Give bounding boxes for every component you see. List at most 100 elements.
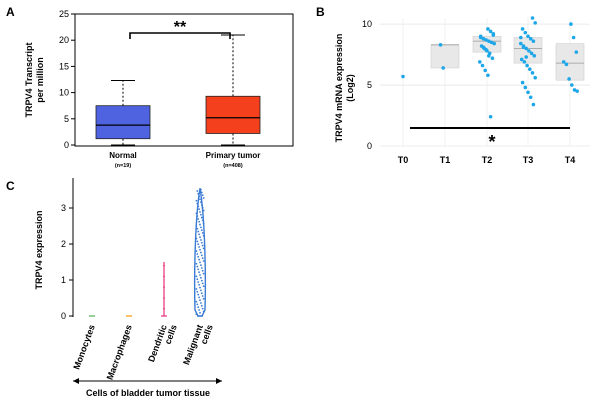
panel-c-point xyxy=(200,229,203,232)
panel-c-point xyxy=(198,296,201,299)
panel-c-ylabel: TRPV4 expression xyxy=(34,210,44,289)
panel-b-point xyxy=(491,33,496,37)
panel-c-point xyxy=(198,283,201,286)
panel-c-point xyxy=(199,299,201,302)
panel-c-point xyxy=(196,278,199,281)
panel-b-point xyxy=(522,60,527,64)
panel-b-point xyxy=(528,95,533,100)
panel-b-point xyxy=(489,40,494,45)
panel-b-point xyxy=(484,38,488,42)
panel-b-point xyxy=(480,63,485,68)
panel-b-point xyxy=(533,21,537,25)
panel-b-point xyxy=(521,45,526,50)
panel-b-point xyxy=(531,102,536,107)
panel-c-point xyxy=(201,206,204,209)
panel-c-point xyxy=(200,302,202,304)
panel-c-point xyxy=(197,281,200,283)
panel-c-point xyxy=(200,304,203,307)
panel-c-point xyxy=(198,271,201,274)
panel-b-point xyxy=(486,27,490,31)
panel-b-point xyxy=(530,71,535,75)
panel-a-significance-bracket xyxy=(129,32,231,39)
panel-c-point xyxy=(202,197,205,199)
panel-a-xlabel-tumor-n: (n=408) xyxy=(223,163,243,169)
panel-b-point xyxy=(526,34,530,39)
panel-c-point xyxy=(163,275,165,278)
panel-b-box xyxy=(430,44,460,69)
panel-c-point xyxy=(197,205,200,208)
panel-b-ytick-label: 10 xyxy=(362,19,372,29)
panel-b-xtick-label: T4 xyxy=(565,155,576,165)
panel-c-ytick-label: 2 xyxy=(61,239,66,249)
panel-b-point xyxy=(488,29,493,34)
panel-b-xtick-label: T1 xyxy=(440,155,451,165)
panel-c-ytick-label: 3 xyxy=(61,203,66,213)
panel-label-b: B xyxy=(316,5,325,19)
panel-b-xtick-label: T0 xyxy=(398,155,409,165)
panel-a-xlabel-normal-n: (n=19) xyxy=(115,163,132,169)
panel-a-box-normal xyxy=(95,105,151,140)
panel-b-point xyxy=(532,53,537,58)
panel-c-point xyxy=(163,297,165,299)
panel-c-point xyxy=(195,250,198,253)
panel-c-point xyxy=(195,313,198,316)
panel-b-point xyxy=(533,75,537,80)
panel-b-point xyxy=(519,35,523,40)
panel-c-ytick-label: 1 xyxy=(61,275,66,285)
panel-c-point xyxy=(200,264,202,267)
panel-c-point xyxy=(195,199,198,202)
panel-c-point xyxy=(195,212,198,215)
panel-b-point xyxy=(527,49,531,53)
panel-c-point xyxy=(202,247,205,250)
panel-b-point xyxy=(571,35,576,40)
panel-c-point xyxy=(201,282,204,285)
panel-b-box xyxy=(555,43,585,81)
panel-c-point xyxy=(200,201,202,204)
panel-c-point xyxy=(199,236,201,239)
panel-c-point xyxy=(195,288,198,290)
panel-c-point xyxy=(163,286,165,289)
panel-b-xtick-label: T2 xyxy=(482,155,493,165)
panel-c-point xyxy=(200,239,202,241)
panel-a-boxplot: TRPV4 Transcript per million 0510152025 … xyxy=(24,9,294,169)
panel-b-point xyxy=(528,36,533,41)
panel-c-point xyxy=(196,240,199,243)
panel-c-point xyxy=(198,220,201,223)
panel-b-point xyxy=(569,22,573,26)
panel-b-point xyxy=(519,41,523,46)
panel-c-xlabel: Cells of bladder tumor tissue xyxy=(86,388,210,398)
panel-b-point xyxy=(530,16,535,20)
panel-c-point xyxy=(195,237,198,240)
panel-c-point xyxy=(200,191,203,194)
panel-c-point xyxy=(200,226,202,229)
panel-a-ylabel-line2: per million xyxy=(35,57,45,103)
panel-c-point xyxy=(196,215,199,218)
panel-c-point xyxy=(202,285,205,288)
panel-c-point xyxy=(195,262,198,265)
panel-c-xlabel-arrow-right xyxy=(216,378,222,384)
panel-c-point xyxy=(196,190,199,192)
panel-c-point xyxy=(201,269,204,272)
panel-c-point xyxy=(200,241,203,244)
panel-c-ytick-label: 0 xyxy=(61,311,66,321)
panel-b-point xyxy=(478,35,483,40)
panel-c-xtick-label: Malignant xyxy=(181,323,205,366)
panel-b-point xyxy=(487,53,491,58)
panel-b-point xyxy=(572,88,577,92)
panel-b-significance-star: * xyxy=(488,132,495,152)
panel-b-scatter: TRPV4 mRNA expression (Log2) * 0 5 10 T0 T1 T… xyxy=(334,16,590,165)
panel-b-point xyxy=(564,62,569,67)
panel-b-point xyxy=(484,47,488,52)
panel-c-point xyxy=(197,218,200,220)
panel-c-point xyxy=(196,265,199,268)
panel-c-point xyxy=(196,253,199,255)
panel-a-ytick-label: 25 xyxy=(59,9,69,19)
panel-c-point xyxy=(201,194,204,197)
panel-b-point xyxy=(529,51,534,56)
panel-c-point xyxy=(201,307,204,310)
panel-c-point xyxy=(197,306,200,309)
panel-a-ytick-label: 15 xyxy=(59,61,69,71)
panel-a-xlabel-tumor: Primary tumor xyxy=(206,151,261,160)
panel-b-point xyxy=(519,57,524,62)
panel-c-point xyxy=(200,216,203,219)
